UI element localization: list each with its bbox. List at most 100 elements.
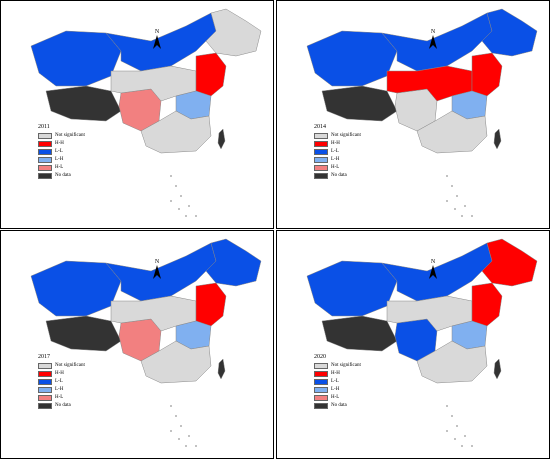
legend-label: Not significant: [55, 363, 85, 368]
legend-label: H-H: [331, 141, 340, 146]
north-arrow-icon: N: [427, 29, 439, 51]
legend-label: Not significant: [331, 133, 361, 138]
map-legend: 2020 Not significant H-H L-L L-H H-L No data: [314, 353, 361, 410]
region-east-coast: [195, 52, 227, 97]
region-south: [416, 340, 488, 384]
region-south: [140, 340, 212, 384]
south-sea-island: [169, 429, 172, 432]
map-panel-2017: N 2017 Not significant H-H L-L L-H H-L No data: [0, 230, 274, 459]
legend-swatch: [314, 149, 328, 155]
legend-item: L-H: [314, 156, 361, 164]
south-sea-island: [194, 444, 197, 447]
region-northeast: [205, 8, 262, 57]
legend-swatch: [314, 387, 328, 393]
china-map: [30, 8, 262, 217]
south-sea-island: [445, 174, 448, 177]
south-sea-island: [453, 207, 456, 210]
legend-swatch: [314, 165, 328, 171]
map-legend: 2017 Not significant H-H L-L L-H H-L No data: [38, 353, 85, 410]
legend-label: Not significant: [55, 133, 85, 138]
region-east-coast: [195, 282, 227, 327]
legend-swatch: [38, 363, 52, 369]
south-sea-island: [179, 424, 182, 427]
region-north: [381, 242, 493, 302]
legend-label: Not significant: [331, 363, 361, 368]
legend-swatch: [314, 379, 328, 385]
south-sea-island: [445, 429, 448, 432]
legend-item: No data: [38, 172, 85, 180]
south-sea-island: [177, 437, 180, 440]
south-sea-island: [445, 199, 448, 202]
south-sea-island: [445, 404, 448, 407]
south-sea-island: [194, 214, 197, 217]
south-sea-island: [187, 434, 190, 437]
legend-item: L-H: [38, 156, 85, 164]
region-northeast: [481, 8, 538, 57]
region-taiwan: [217, 358, 226, 380]
legend-swatch: [38, 371, 52, 377]
region-taiwan: [493, 128, 502, 150]
south-sea-island: [460, 214, 463, 217]
map-legend: 2014 Not significant H-H L-L L-H H-L No data: [314, 123, 361, 180]
china-map: [306, 8, 538, 217]
south-sea-island: [177, 207, 180, 210]
legend-swatch: [38, 379, 52, 385]
legend-label: L-H: [55, 157, 64, 162]
panel-year: 2020: [314, 354, 326, 360]
legend-label: H-L: [331, 165, 340, 170]
legend-item: L-H: [38, 386, 85, 394]
south-sea-island: [470, 444, 473, 447]
legend-item: H-H: [314, 140, 361, 148]
legend-label: No data: [55, 403, 71, 408]
region-northeast: [481, 238, 538, 287]
legend-swatch: [314, 395, 328, 401]
region-tibet: [321, 315, 398, 352]
region-north: [105, 12, 217, 72]
legend-item: L-L: [314, 378, 361, 386]
map-panel-2020: N 2020 Not significant H-H L-L L-H H-L No data: [276, 230, 550, 459]
south-sea-island: [169, 174, 172, 177]
south-sea-island: [463, 434, 466, 437]
legend-label: No data: [331, 173, 347, 178]
south-sea-island: [453, 437, 456, 440]
legend-label: No data: [55, 173, 71, 178]
legend-item: L-L: [38, 148, 85, 156]
region-south: [140, 110, 212, 154]
region-east-coast: [471, 52, 503, 97]
region-northwest: [306, 30, 398, 87]
legend-item: Not significant: [314, 362, 361, 370]
legend-item: No data: [314, 172, 361, 180]
legend-swatch: [38, 157, 52, 163]
legend-swatch: [314, 371, 328, 377]
region-northeast: [205, 238, 262, 287]
legend-swatch: [38, 141, 52, 147]
region-taiwan: [217, 128, 226, 150]
region-northwest: [30, 30, 122, 87]
south-sea-island: [450, 414, 453, 417]
legend-item: Not significant: [314, 132, 361, 140]
legend-swatch: [38, 387, 52, 393]
legend-label: H-H: [331, 371, 340, 376]
panel-year: 2017: [38, 354, 50, 360]
legend-item: No data: [314, 402, 361, 410]
legend-item: H-H: [38, 140, 85, 148]
south-sea-island: [463, 204, 466, 207]
legend-item: H-H: [38, 370, 85, 378]
region-taiwan: [493, 358, 502, 380]
legend-item: L-L: [314, 148, 361, 156]
legend-label: L-H: [331, 157, 340, 162]
legend-item: H-L: [314, 164, 361, 172]
north-arrow-icon: N: [151, 259, 163, 281]
china-map: [30, 238, 262, 447]
legend-item: No data: [38, 402, 85, 410]
legend-swatch: [314, 141, 328, 147]
legend-swatch: [314, 363, 328, 369]
legend-label: L-H: [55, 387, 64, 392]
region-south: [416, 110, 488, 154]
legend-swatch: [314, 403, 328, 409]
map-panel-2011: N 2011 Not significant H-H L-L L-H H-L No data: [0, 0, 274, 229]
legend-label: L-L: [331, 379, 339, 384]
legend-label: L-L: [331, 149, 339, 154]
legend-item: Not significant: [38, 362, 85, 370]
